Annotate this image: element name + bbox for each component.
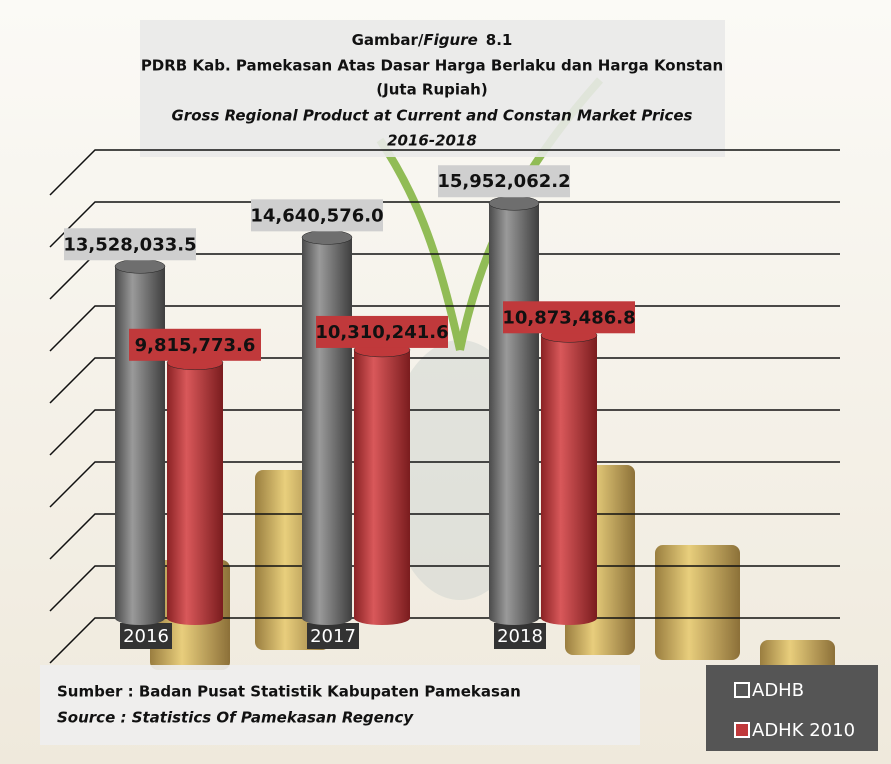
bar-base [302,611,352,625]
bar-top [115,259,165,273]
bar-base [167,611,223,625]
figure-word: Figure [423,31,477,49]
bar-base [354,611,410,625]
bar [167,363,223,618]
bar-base [489,611,539,625]
x-tick-label: 2018 [497,626,543,647]
bar [302,237,352,618]
source-id: Sumber : Badan Pusat Statistik Kabupaten… [57,683,521,701]
bar-base [541,611,597,625]
value-label: 14,640,576.0 [250,205,383,226]
figure-prefix: Gambar/ [352,31,424,49]
value-label: 9,815,773.6 [135,335,256,356]
legend-swatch [735,723,749,737]
bar [541,335,597,618]
bar [115,266,165,618]
x-tick-label: 2017 [310,626,356,647]
source-en: Source : Statistics Of Pamekasan Regency [57,709,414,727]
value-label: 10,873,486.8 [502,307,635,328]
figure-label: Gambar/Figure 8.1 [352,31,513,49]
source-box [40,665,640,745]
unit: (Juta Rupiah) [376,81,487,99]
period: 2016-2018 [387,132,477,150]
bar-top [489,196,539,210]
legend-label: ADHK 2010 [752,720,855,741]
bar-top [302,230,352,244]
value-label: 15,952,062.2 [437,171,570,192]
x-tick-label: 2016 [123,626,169,647]
value-label: 13,528,033.5 [63,234,196,255]
bar [354,350,410,618]
legend-label: ADHB [752,680,804,701]
figure-number: 8.1 [486,31,513,49]
value-label: 10,310,241.6 [315,322,448,343]
chart: Gambar/Figure 8.1 PDRB Kab. Pamekasan Ata… [0,0,891,764]
bar [489,203,539,618]
subtitle: Gross Regional Product at Current and Co… [172,107,693,125]
bar-base [115,611,165,625]
legend-swatch [735,683,749,697]
chart-title: PDRB Kab. Pamekasan Atas Dasar Harga Ber… [141,57,723,75]
